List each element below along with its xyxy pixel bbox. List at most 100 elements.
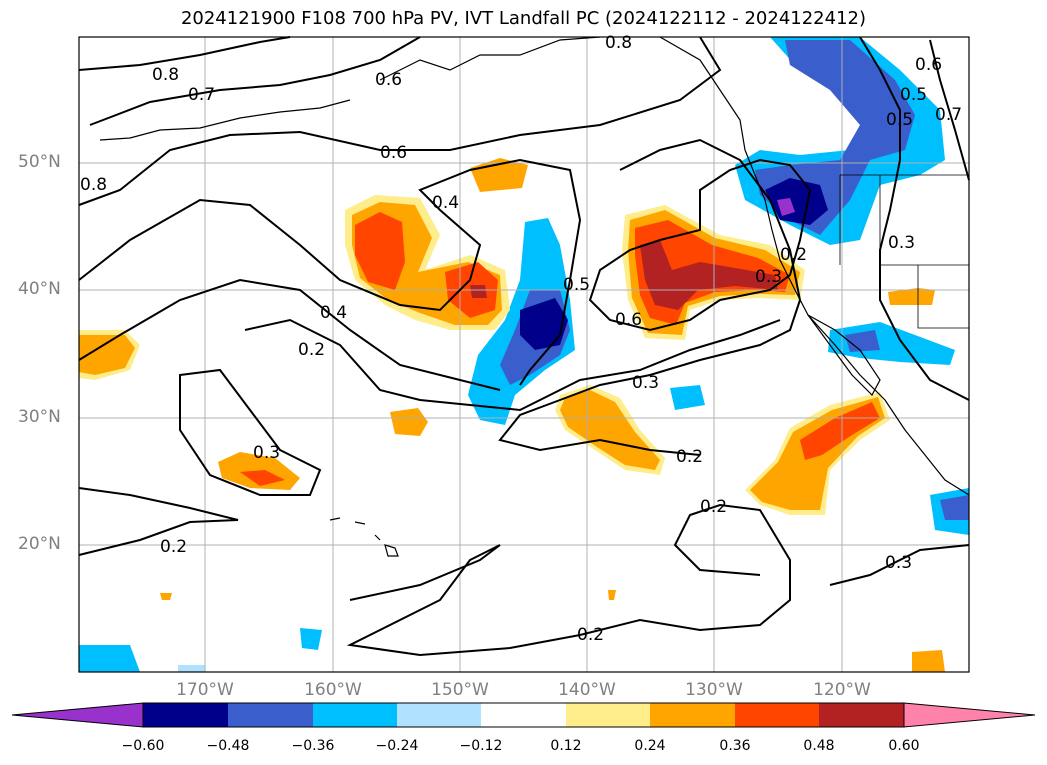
colorbar-tick-label: 0.48 — [803, 738, 835, 754]
colorbar-extend-low — [11, 702, 144, 728]
contour-label: 0.8 — [152, 65, 179, 85]
lat-label: 30°N — [18, 407, 61, 427]
colorbar-tick-label: 0.36 — [719, 738, 751, 754]
colorbar-bin — [481, 703, 566, 727]
contour-label: 0.2 — [676, 447, 703, 467]
contour-label: 0.2 — [298, 340, 325, 360]
baja-california — [807, 314, 881, 396]
state-borders — [839, 174, 969, 329]
positive-anomaly-west-peak — [470, 285, 487, 298]
colorbar-tick-label: −0.36 — [291, 738, 335, 754]
positive-anomaly-small-b — [888, 288, 935, 305]
positive-anomaly-far-west-core — [79, 335, 135, 375]
contour-0-3-east — [829, 544, 970, 586]
positive-anomaly-small-d — [160, 593, 172, 600]
positive-anomaly-small-e — [608, 590, 616, 600]
contour-label: 0.6 — [375, 70, 402, 90]
lon-label: 120°W — [813, 680, 871, 700]
colorbar-bin — [228, 703, 313, 727]
colorbar-bin — [397, 703, 481, 727]
contour-label: 0.7 — [188, 85, 215, 105]
lat-label: 20°N — [18, 534, 61, 554]
contour-label: 0.4 — [320, 303, 347, 323]
lon-label: 150°W — [431, 680, 489, 700]
contour-label: 0.6 — [915, 55, 942, 75]
pv-contours — [78, 36, 970, 657]
negative-anomaly-sw — [79, 645, 140, 672]
contour-label: 0.2 — [160, 537, 187, 557]
colorbar-tick-label: 0.12 — [550, 738, 582, 754]
contour-label: 0.4 — [432, 193, 459, 213]
shaded-field — [79, 37, 969, 672]
contour-east-0-6-outer — [498, 138, 802, 456]
colorbar — [11, 702, 1036, 728]
colorbar-outline — [142, 702, 905, 728]
colorbar-tick-label: −0.48 — [206, 738, 250, 754]
contour-high-north — [78, 36, 291, 71]
contour-pnw-0-5 — [859, 36, 970, 401]
colorbar-bin — [143, 703, 228, 727]
lat-label: 40°N — [18, 279, 61, 299]
contour-label: 0.7 — [935, 105, 962, 125]
contour-inner-loop — [244, 318, 781, 412]
positive-anomaly-small-c — [912, 650, 945, 672]
contour-labels: 0.8 0.7 0.8 0.6 0.4 0.4 0.2 0.3 0.2 0.5 … — [80, 33, 962, 645]
contour-label: 0.6 — [380, 143, 407, 163]
negative-anomaly-small2 — [300, 628, 322, 650]
lon-label: 170°W — [176, 680, 234, 700]
hawaii-islands — [329, 517, 399, 557]
negative-anomaly-mexico-core — [940, 495, 969, 520]
positive-anomaly-west-core1 — [355, 212, 405, 290]
contour-south-0-2 — [346, 503, 791, 657]
lon-label: 160°W — [304, 680, 362, 700]
negative-anomaly-pnw-min — [765, 178, 828, 225]
aleutians — [99, 99, 351, 141]
contour-label: 0.3 — [888, 233, 915, 253]
map-frame — [78, 36, 970, 673]
negative-anomaly-small1 — [670, 385, 705, 410]
coastlines — [99, 36, 970, 557]
positive-anomaly-east-peak — [640, 240, 778, 310]
contour-east-0-5 — [588, 158, 812, 332]
colorbar-bin — [735, 703, 819, 727]
contour-label: 0.5 — [900, 85, 927, 105]
colorbar-tick-label: −0.12 — [459, 738, 503, 754]
contour-0-7 — [89, 36, 421, 126]
negative-anomaly-trough-min — [520, 298, 568, 350]
contour-label: 0.5 — [886, 110, 913, 130]
alaska-coast — [379, 36, 746, 151]
lon-label: 130°W — [685, 680, 743, 700]
contour-label: 0.6 — [615, 310, 642, 330]
contour-0-4-outer — [78, 158, 582, 386]
contour-label: 0.2 — [700, 497, 727, 517]
contour-0-2-west — [78, 278, 501, 391]
contour-label: 0.8 — [605, 33, 632, 53]
colorbar-tick-label: −0.60 — [121, 738, 165, 754]
colorbar-tick-label: 0.60 — [888, 738, 920, 754]
contour-label: 0.3 — [632, 373, 659, 393]
map-title: 2024121900 F108 700 hPa PV, IVT Landfall… — [180, 8, 867, 29]
positive-anomaly-se-core — [800, 402, 880, 460]
contour-label: 0.5 — [563, 275, 590, 295]
positive-anomaly-hawaii-west-core — [240, 470, 285, 486]
contour-0-2-south — [78, 487, 239, 556]
contour-label: 0.3 — [885, 553, 912, 573]
negative-anomaly-baja-core — [845, 330, 880, 352]
colorbar-tick-label: 0.24 — [634, 738, 666, 754]
north-america-coast — [744, 149, 970, 496]
colorbar-extend-high — [903, 702, 1036, 728]
contour-0-6 — [78, 36, 722, 206]
graticule — [79, 37, 969, 672]
contour-label: 0.2 — [780, 245, 807, 265]
lat-label: 50°N — [18, 152, 61, 172]
contour-label: 0.8 — [80, 175, 107, 195]
negative-anomaly-pnw-peak — [777, 198, 795, 216]
contour-0-3-loop — [179, 368, 322, 496]
colorbar-bin — [313, 703, 397, 727]
contour-label: 0.3 — [253, 443, 280, 463]
colorbar-bin — [566, 703, 650, 727]
contour-label: 0.2 — [577, 625, 604, 645]
positive-anomaly-small-a — [390, 408, 428, 436]
colorbar-bin — [819, 703, 904, 727]
